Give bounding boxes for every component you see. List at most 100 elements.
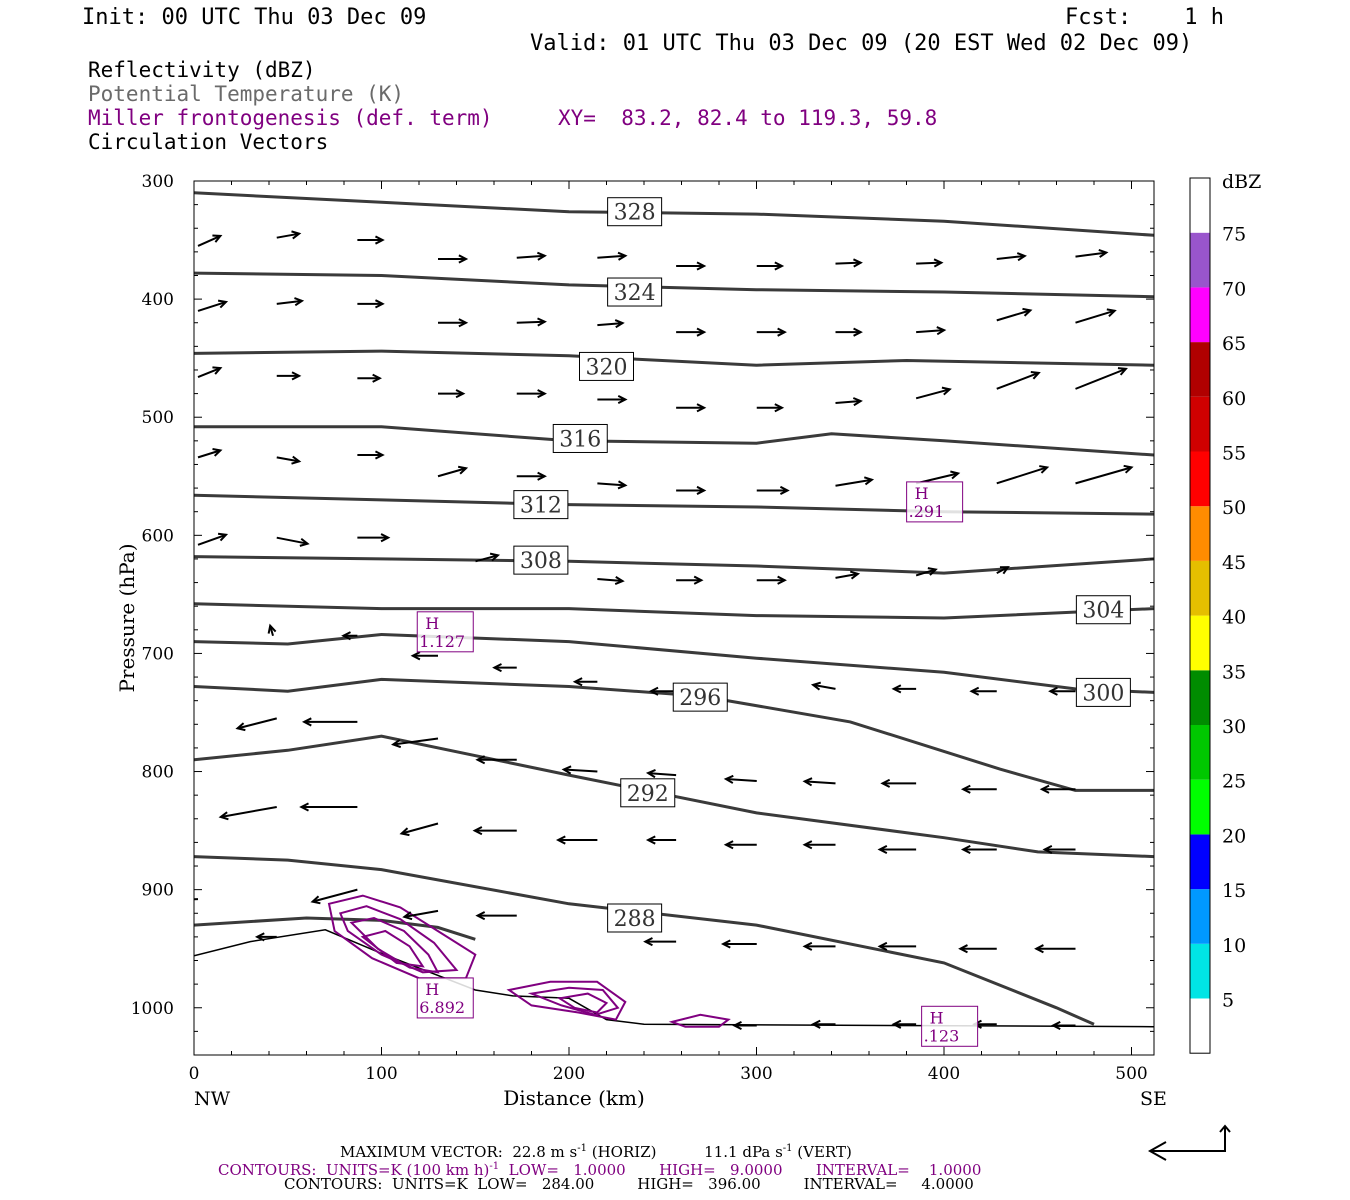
theta-contour-316 [194,425,1154,457]
fronto-ring-1 [327,894,477,980]
svg-text:0: 0 [189,1064,200,1084]
circulation-vector [835,570,861,580]
colorbar-label-50: 50 [1222,497,1246,519]
svg-text:500: 500 [142,408,174,428]
circulation-vector [996,465,1050,485]
circulation-vector [676,261,707,271]
svg-text:288: 288 [614,907,656,932]
circulation-vector [676,403,707,413]
circulation-vector [276,230,302,240]
circulation-vector [1039,784,1076,794]
circulation-vector [720,939,757,949]
theta-contour-328 [194,191,1154,237]
circulation-vector [357,373,382,383]
circulation-vector [561,765,598,775]
circulation-vector [756,575,787,585]
theta-label-320: 320 [579,351,634,381]
theta-contour-312 [194,493,1154,516]
legend-theta: Potential Temperature (K) [88,82,405,106]
circulation-vector [492,663,517,673]
circulation-vector [915,386,952,400]
svg-text:800: 800 [142,763,174,783]
circulation-vector [732,1020,757,1030]
theta-contour-288 [194,855,1095,1026]
circulation-vector [437,465,469,478]
fronto-ring-6 [527,986,620,1016]
x-end-left: NW [194,1088,231,1110]
x-tick-300: 300 [740,181,773,1084]
circulation-vector [802,777,836,787]
circulation-vector [916,258,944,268]
colorbar-label-15: 15 [1222,880,1246,902]
circulation-vectors [194,230,1134,1030]
circulation-vector [402,909,439,921]
fronto-ring-2 [338,905,459,974]
circulation-vector [723,774,757,784]
circulation-vector [276,455,302,465]
y-tick-1000: 1000 [131,999,1154,1019]
circulation-vector [516,389,547,399]
circulation-vector [643,937,677,947]
y-tick-500: 500 [142,408,1154,428]
circulation-vector [810,1019,836,1029]
svg-text:300: 300 [142,172,174,192]
colorbar-cell [1190,615,1210,671]
circulation-vector [235,717,277,732]
reference-arrow [1147,1124,1231,1161]
colorbar-cell [1190,178,1210,233]
circulation-vector [996,566,1010,575]
theta-contour-324 [194,271,1154,299]
circulation-vector [802,941,836,951]
svg-text:.123: .123 [924,1026,960,1045]
colorbar-cell [1190,396,1210,452]
footer-max-vector: MAXIMUM VECTOR: 22.8 m s-1 (HORIZ) 11.1 … [340,1143,852,1161]
colorbar-label-65: 65 [1222,333,1246,355]
y-axis-label: Pressure (hPa) [115,544,139,693]
circulation-vector [723,840,757,850]
theta-contour-320 [194,349,1154,367]
x-end-right: SE [1140,1088,1167,1110]
svg-text:900: 900 [142,881,174,901]
theta-label-308: 308 [513,545,569,575]
circulation-vector [996,371,1041,390]
legend-reflectivity: Reflectivity (dBZ) [88,58,316,82]
circulation-vector [756,261,785,271]
theta-label-296: 296 [672,682,728,712]
legend-vectors: Circulation Vectors [88,130,329,154]
forecast-hour: Fcst: 1 h [1065,5,1224,30]
ground-line [194,929,1154,1028]
colorbar-cell [1190,834,1210,890]
circulation-vector [597,575,625,586]
svg-text:328: 328 [614,201,656,226]
circulation-vector [516,317,547,327]
colorbar-cell [1190,342,1210,397]
circulation-vector [438,318,469,328]
circulation-vector [218,805,277,821]
svg-text:300: 300 [740,1064,772,1084]
svg-text:6.892: 6.892 [419,998,465,1017]
colorbar-label-5: 5 [1222,990,1234,1012]
circulation-vector [197,366,223,378]
circulation-vector [399,822,439,837]
x-tick-500: 500 [1115,181,1148,1084]
circulation-vector [891,1019,917,1029]
circulation-vector [969,686,997,696]
svg-text:700: 700 [142,644,174,664]
svg-text:316: 316 [559,427,601,452]
colorbar-label-10: 10 [1222,935,1246,957]
colorbar-cell [1190,725,1210,780]
colorbar-label-25: 25 [1222,771,1246,793]
circulation-vector [555,835,598,845]
circulation-vector [438,389,466,399]
circulation-vector [597,394,628,405]
colorbar-label-60: 60 [1222,388,1246,410]
colorbar-label-75: 75 [1222,224,1246,246]
colorbar-label-40: 40 [1222,607,1246,629]
svg-text:296: 296 [679,686,721,711]
circulation-vector [597,480,628,490]
colorbar-label-20: 20 [1222,825,1246,847]
colorbar-label-70: 70 [1222,278,1246,300]
theta-label-292: 292 [620,778,676,808]
circulation-vector [877,844,917,855]
valid-time: Valid: 01 UTC Thu 03 Dec 09 (20 EST Wed … [530,31,1193,56]
